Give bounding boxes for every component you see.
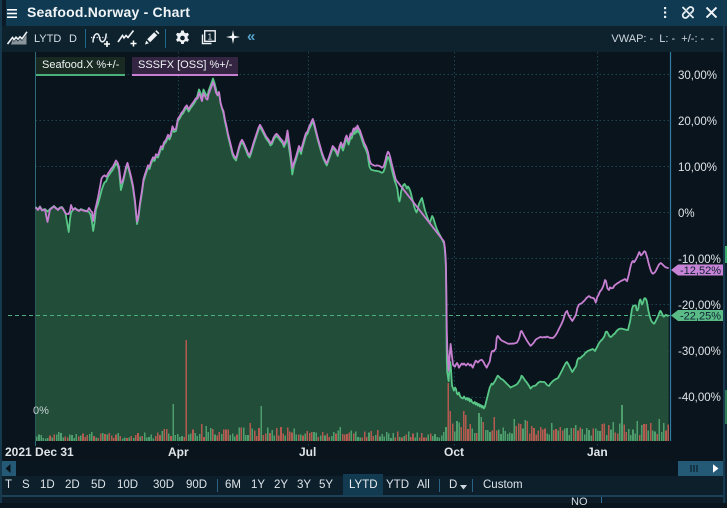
svg-text:-30,00%: -30,00% [678, 346, 721, 358]
svg-text:0%: 0% [678, 208, 695, 220]
svg-text:-12,52%: -12,52% [680, 265, 721, 277]
svg-text:-40,00%: -40,00% [678, 392, 721, 404]
svg-text:-10,00%: -10,00% [678, 254, 721, 266]
svg-text:30,00%: 30,00% [678, 70, 717, 82]
svg-text:10,00%: 10,00% [678, 162, 717, 174]
svg-text:0%: 0% [33, 405, 49, 417]
svg-text:-22,25%: -22,25% [680, 311, 721, 323]
svg-text:20,00%: 20,00% [678, 116, 717, 128]
svg-text:-20,00%: -20,00% [678, 300, 721, 312]
svg-text:1: 1 [208, 32, 213, 42]
